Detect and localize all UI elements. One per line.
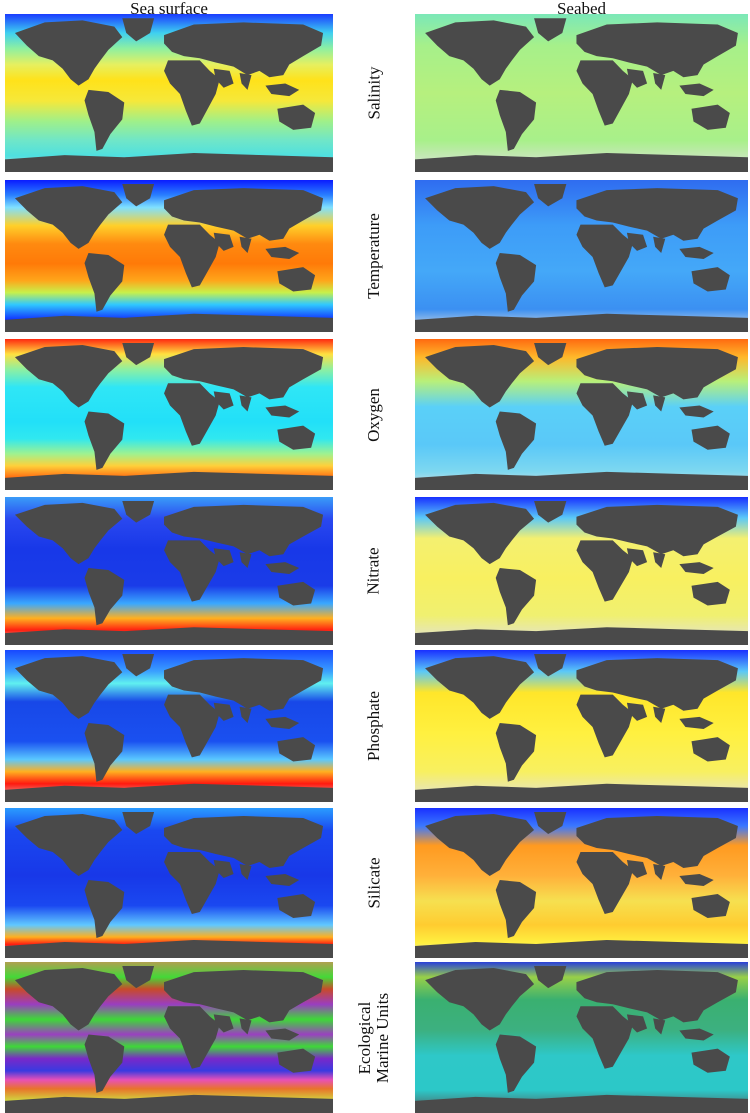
- landmass-overlay: [415, 966, 748, 1113]
- map-seabed-salinity: [415, 14, 748, 172]
- landmass-overlay: [5, 654, 333, 802]
- map-seabed-nitrate: [415, 497, 748, 645]
- map-sea-surface-nitrate: [5, 497, 333, 645]
- column-title-sea-surface: Sea surface: [130, 0, 208, 18]
- map-seabed-ecological-marine-units: [415, 962, 748, 1113]
- landmass-overlay: [5, 812, 333, 958]
- map-sea-surface-silicate: [5, 808, 333, 958]
- landmass-overlay: [5, 18, 333, 172]
- row-label-nitrate: Nitrate: [333, 497, 415, 645]
- map-seabed-temperature: [415, 180, 748, 332]
- landmass-overlay: [5, 500, 333, 645]
- row-label-text: Oxygen: [363, 387, 383, 442]
- row-label-temperature: Temperature: [333, 180, 415, 332]
- row-label-ecological-marine-units: Ecological Marine Units: [333, 962, 415, 1113]
- landmass-overlay: [415, 812, 748, 958]
- row-label-oxygen: Oxygen: [333, 339, 415, 490]
- landmass-overlay: [415, 654, 748, 802]
- map-sea-surface-salinity: [5, 14, 333, 172]
- row-label-silicate: Silicate: [333, 808, 415, 958]
- map-seabed-phosphate: [415, 650, 748, 802]
- row-label-text: Phosphate: [363, 691, 383, 761]
- column-title-seabed: Seabed: [556, 0, 607, 18]
- landmass-overlay: [415, 18, 748, 172]
- landmass-overlay: [5, 966, 333, 1113]
- row-label-text: Salinity: [364, 66, 383, 120]
- map-sea-surface-ecological-marine-units: [5, 962, 333, 1113]
- landmass-overlay: [415, 184, 748, 332]
- landmass-overlay: [5, 184, 333, 332]
- row-label-phosphate: Phosphate: [333, 650, 415, 802]
- map-sea-surface-phosphate: [5, 650, 333, 802]
- landmass-overlay: [415, 343, 748, 490]
- row-label-salinity: Salinity: [333, 14, 415, 172]
- map-seabed-oxygen: [415, 339, 748, 490]
- row-label-text: Silicate: [363, 857, 383, 909]
- map-sea-surface-oxygen: [5, 339, 333, 490]
- row-label-text: Ecological Marine Units: [355, 992, 392, 1083]
- row-label-text: Temperature: [364, 213, 383, 299]
- landmass-overlay: [5, 343, 333, 490]
- map-sea-surface-temperature: [5, 180, 333, 332]
- landmass-overlay: [415, 500, 748, 645]
- map-seabed-silicate: [415, 808, 748, 958]
- row-label-text: Nitrate: [363, 547, 383, 595]
